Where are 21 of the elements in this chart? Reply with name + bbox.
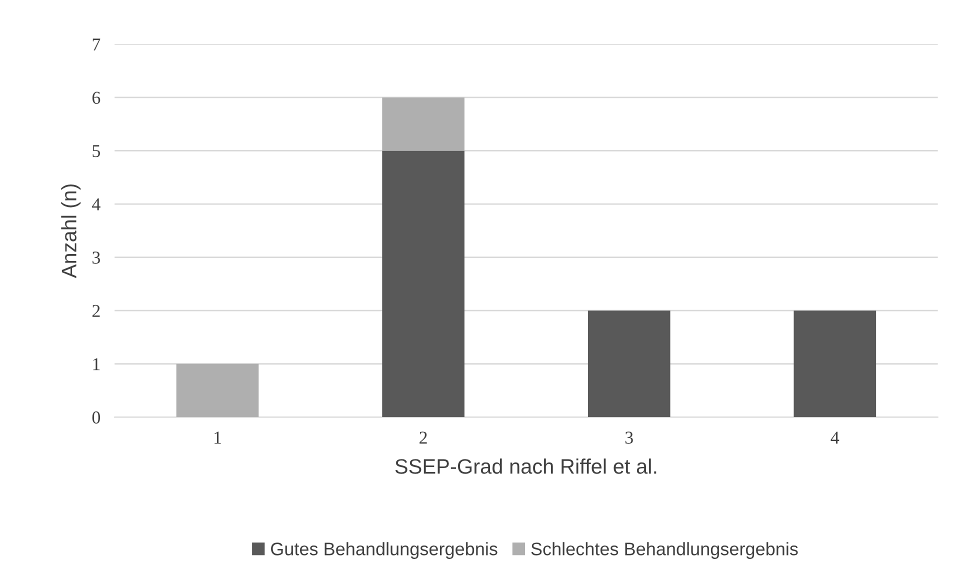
x-tick-label: 1 bbox=[214, 432, 221, 444]
x-tick-label: 4 bbox=[830, 432, 840, 444]
bar bbox=[382, 97, 464, 151]
x-tick-label: 2 bbox=[420, 432, 427, 444]
y-tick-label: 5 bbox=[92, 145, 100, 158]
bar bbox=[794, 310, 876, 418]
y-tick-label: 4 bbox=[92, 198, 100, 210]
y-tick-label: 7 bbox=[92, 38, 100, 50]
y-tick-label: 3 bbox=[92, 252, 100, 264]
y-tick-label: 6 bbox=[92, 92, 100, 104]
bar bbox=[176, 364, 259, 418]
y-axis-title: Anzahl (n) bbox=[61, 184, 81, 278]
legend-label: Schlechtes Behandlungsergebnis bbox=[531, 542, 798, 559]
legend-label: Gutes Behandlungsergebnis bbox=[271, 542, 498, 559]
x-axis-title: SSEP-Grad nach Riffel et al. bbox=[395, 458, 656, 474]
bar bbox=[382, 150, 464, 418]
x-tick-label: 3 bbox=[625, 432, 633, 444]
y-tick-label: 2 bbox=[92, 304, 100, 317]
bar bbox=[588, 310, 670, 418]
y-tick-label: 1 bbox=[93, 358, 100, 370]
y-tick-label: 0 bbox=[92, 411, 100, 424]
